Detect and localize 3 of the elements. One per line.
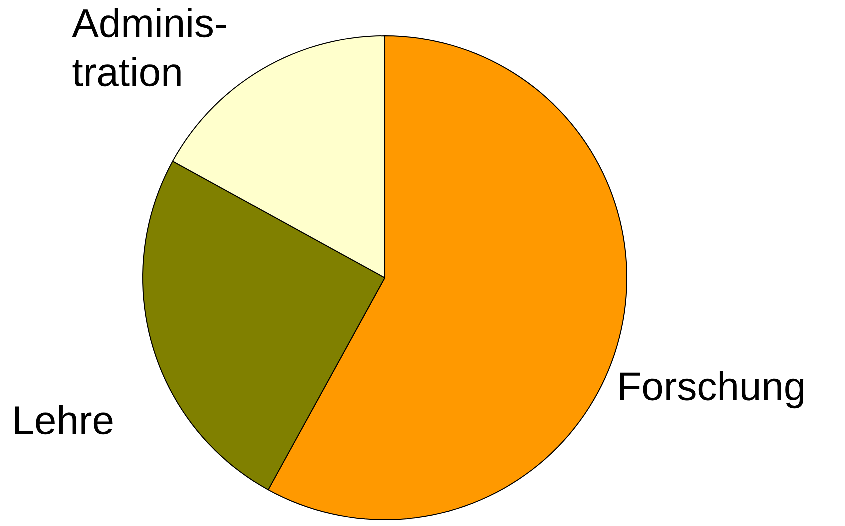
slice-label: Lehre (15, 405, 113, 435)
slice-label: Adminis-tration (72, 8, 226, 87)
slice-label: Forschung (620, 371, 804, 409)
